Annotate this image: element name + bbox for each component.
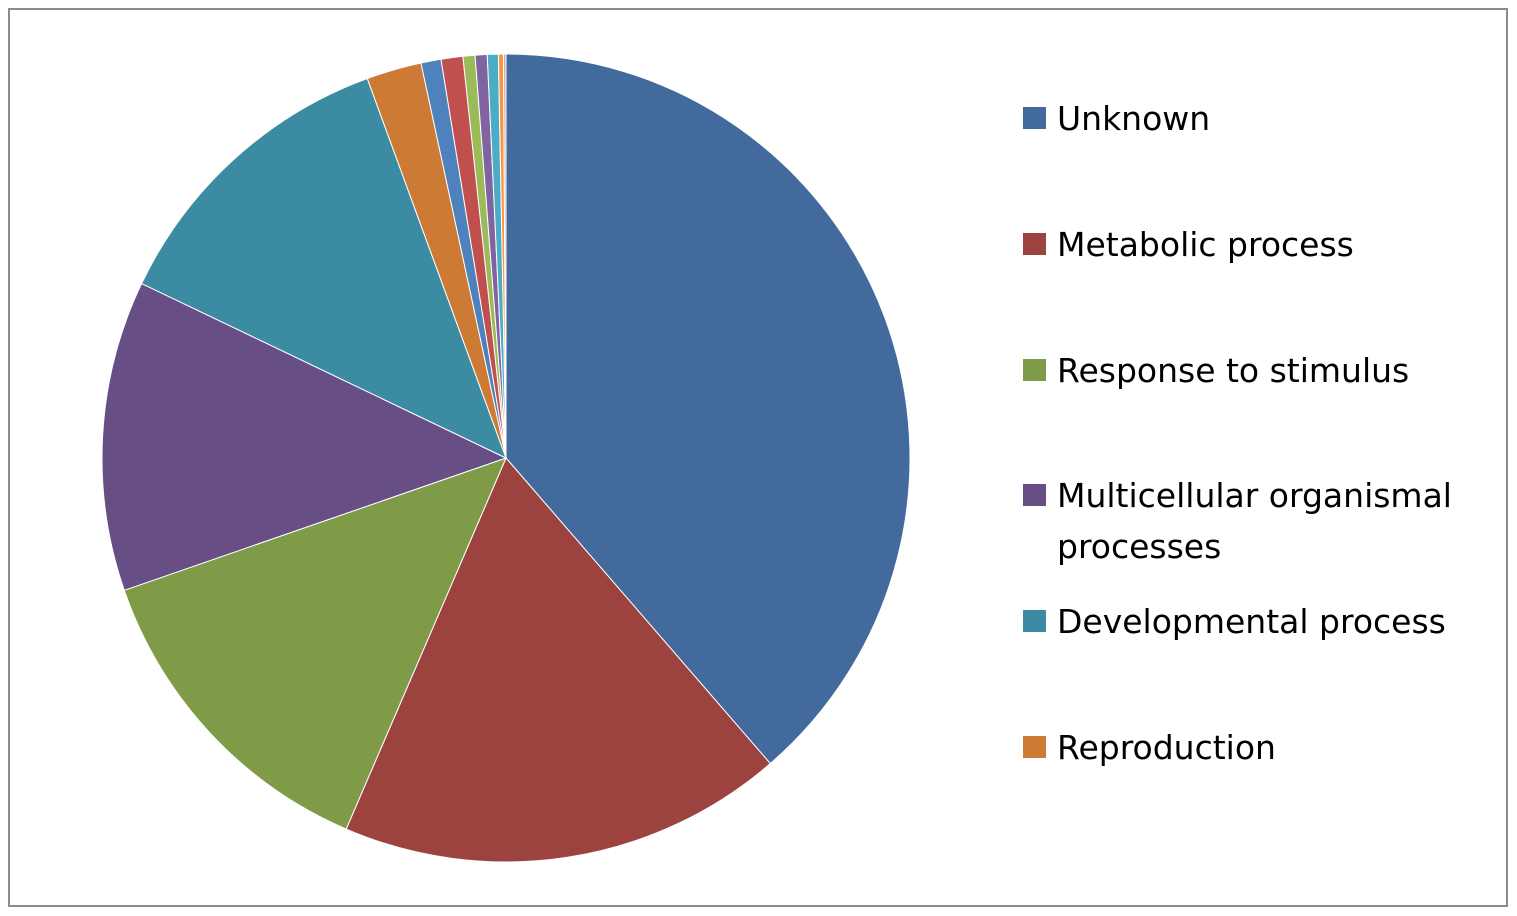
legend: Unknown Metabolic process Response to stim…: [1023, 99, 1452, 767]
pie-slice-developmental-process: [140, 77, 507, 459]
pie-slice-multicellular-organismal-processes: [101, 282, 508, 591]
legend-label: Metabolic process: [1057, 225, 1354, 264]
legend-label: Response to stimulus: [1057, 351, 1409, 390]
legend-marker: [1023, 610, 1046, 632]
pie-slice-unlabeled-12: [502, 53, 507, 459]
legend-label: Developmental process: [1057, 602, 1446, 641]
legend-marker: [1023, 736, 1046, 758]
legend-marker: [1023, 359, 1046, 381]
legend-marker: [1023, 233, 1046, 255]
legend-label: processes: [1057, 527, 1221, 566]
pie-slice-metabolic-process: [345, 457, 772, 863]
legend-label: Unknown: [1057, 99, 1210, 138]
legend-label: Multicellular organismal: [1057, 476, 1452, 515]
pie-slice-unknown: [505, 53, 911, 765]
legend-marker: [1023, 107, 1046, 129]
chart-frame: [8, 8, 1508, 907]
pie-slice-response-to-stimulus: [123, 457, 507, 830]
legend-label: Reproduction: [1057, 728, 1276, 767]
legend-marker: [1023, 484, 1046, 506]
pie-slices: [101, 53, 911, 863]
